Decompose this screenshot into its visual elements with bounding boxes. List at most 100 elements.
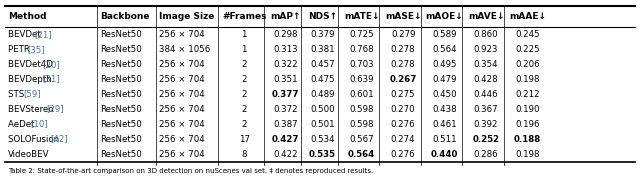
Text: 0.379: 0.379 xyxy=(310,30,335,39)
Text: Backbone: Backbone xyxy=(100,12,150,21)
Text: 0.457: 0.457 xyxy=(310,60,335,69)
Text: 0.500: 0.500 xyxy=(310,105,335,114)
Text: 0.351: 0.351 xyxy=(273,75,298,84)
Text: NDS↑: NDS↑ xyxy=(308,12,337,21)
Text: VideoBEV: VideoBEV xyxy=(8,150,49,159)
Text: ResNet50: ResNet50 xyxy=(100,30,142,39)
Text: 0.567: 0.567 xyxy=(349,135,374,144)
Text: 0.564: 0.564 xyxy=(432,45,457,54)
Text: SOLOFusion: SOLOFusion xyxy=(8,135,61,144)
Text: PETR: PETR xyxy=(8,45,33,54)
Text: 0.279: 0.279 xyxy=(391,30,415,39)
Text: BEVDet4D: BEVDet4D xyxy=(8,60,56,69)
Text: 2: 2 xyxy=(241,75,247,84)
Text: 0.298: 0.298 xyxy=(273,30,298,39)
Text: 8: 8 xyxy=(241,150,247,159)
Text: 0.372: 0.372 xyxy=(273,105,298,114)
Text: 0.381: 0.381 xyxy=(310,45,335,54)
Text: 0.511: 0.511 xyxy=(432,135,457,144)
Text: [31]: [31] xyxy=(42,75,60,84)
Text: mATE↓: mATE↓ xyxy=(344,12,380,21)
Text: 0.392: 0.392 xyxy=(474,120,499,129)
Text: 0.461: 0.461 xyxy=(432,120,457,129)
Text: mAAE↓: mAAE↓ xyxy=(509,12,546,21)
Text: 0.267: 0.267 xyxy=(390,75,417,84)
Text: 0.427: 0.427 xyxy=(272,135,300,144)
Text: 0.501: 0.501 xyxy=(310,120,335,129)
Text: mAOE↓: mAOE↓ xyxy=(426,12,463,21)
Text: 0.322: 0.322 xyxy=(273,60,298,69)
Text: 0.438: 0.438 xyxy=(432,105,457,114)
Text: 0.564: 0.564 xyxy=(348,150,376,159)
Text: 0.278: 0.278 xyxy=(391,60,415,69)
Text: 2: 2 xyxy=(241,60,247,69)
Text: 0.601: 0.601 xyxy=(349,90,374,99)
Text: BEVDepth: BEVDepth xyxy=(8,75,54,84)
Text: [42]: [42] xyxy=(50,135,68,144)
Text: [10]: [10] xyxy=(31,120,49,129)
Text: 0.534: 0.534 xyxy=(310,135,335,144)
Text: [59]: [59] xyxy=(23,90,41,99)
Text: 0.495: 0.495 xyxy=(433,60,457,69)
Text: 0.212: 0.212 xyxy=(515,90,540,99)
Text: 0.278: 0.278 xyxy=(391,45,415,54)
Text: ResNet50: ResNet50 xyxy=(100,105,142,114)
Text: 0.190: 0.190 xyxy=(515,105,540,114)
Text: Method: Method xyxy=(8,12,46,21)
Text: mAVE↓: mAVE↓ xyxy=(468,12,504,21)
Text: 0.639: 0.639 xyxy=(349,75,374,84)
Text: #Frames: #Frames xyxy=(222,12,266,21)
Text: ResNet50: ResNet50 xyxy=(100,135,142,144)
Text: ResNet50: ResNet50 xyxy=(100,45,142,54)
Text: 0.276: 0.276 xyxy=(391,120,415,129)
Text: 1: 1 xyxy=(241,30,247,39)
Text: [29]: [29] xyxy=(46,105,63,114)
Text: 0.377: 0.377 xyxy=(272,90,300,99)
Text: 0.703: 0.703 xyxy=(349,60,374,69)
Text: 384 × 1056: 384 × 1056 xyxy=(159,45,210,54)
Text: STS: STS xyxy=(8,90,27,99)
Text: mASE↓: mASE↓ xyxy=(385,12,421,21)
Text: 17: 17 xyxy=(239,135,250,144)
Text: Image Size: Image Size xyxy=(159,12,214,21)
Text: 0.196: 0.196 xyxy=(515,120,540,129)
Text: 2: 2 xyxy=(241,90,247,99)
Text: 0.440: 0.440 xyxy=(431,150,458,159)
Text: 0.286: 0.286 xyxy=(474,150,499,159)
Text: 0.535: 0.535 xyxy=(309,150,336,159)
Text: [21]: [21] xyxy=(35,30,52,39)
Text: 2: 2 xyxy=(241,105,247,114)
Text: 256 × 704: 256 × 704 xyxy=(159,120,205,129)
Text: 0.450: 0.450 xyxy=(432,90,457,99)
Text: Table 2: State-of-the-art comparison on 3D detection on nuScenes val set. ‡ deno: Table 2: State-of-the-art comparison on … xyxy=(8,168,373,174)
Text: 0.252: 0.252 xyxy=(472,135,500,144)
Text: 256 × 704: 256 × 704 xyxy=(159,75,205,84)
Text: 2: 2 xyxy=(241,120,247,129)
Text: ResNet50: ResNet50 xyxy=(100,150,142,159)
Text: 0.188: 0.188 xyxy=(514,135,541,144)
Text: 0.598: 0.598 xyxy=(349,105,374,114)
Text: ResNet50: ResNet50 xyxy=(100,60,142,69)
Text: 0.422: 0.422 xyxy=(273,150,298,159)
Text: 256 × 704: 256 × 704 xyxy=(159,105,205,114)
Text: 256 × 704: 256 × 704 xyxy=(159,90,205,99)
Text: 0.206: 0.206 xyxy=(515,60,540,69)
Text: BEVStereo: BEVStereo xyxy=(8,105,56,114)
Text: 0.354: 0.354 xyxy=(474,60,499,69)
Text: 0.479: 0.479 xyxy=(433,75,457,84)
Text: 0.198: 0.198 xyxy=(515,150,540,159)
Text: 0.725: 0.725 xyxy=(349,30,374,39)
Text: 0.270: 0.270 xyxy=(391,105,415,114)
Text: 0.598: 0.598 xyxy=(349,120,374,129)
Text: 0.489: 0.489 xyxy=(310,90,335,99)
Text: 256 × 704: 256 × 704 xyxy=(159,135,205,144)
Text: 0.589: 0.589 xyxy=(433,30,457,39)
Text: 0.198: 0.198 xyxy=(515,75,540,84)
Text: 0.768: 0.768 xyxy=(349,45,374,54)
Text: ResNet50: ResNet50 xyxy=(100,120,142,129)
Text: [20]: [20] xyxy=(42,60,60,69)
Text: 0.860: 0.860 xyxy=(474,30,499,39)
Text: 1: 1 xyxy=(241,45,247,54)
Text: [35]: [35] xyxy=(27,45,45,54)
Text: mAP↑: mAP↑ xyxy=(270,12,301,21)
